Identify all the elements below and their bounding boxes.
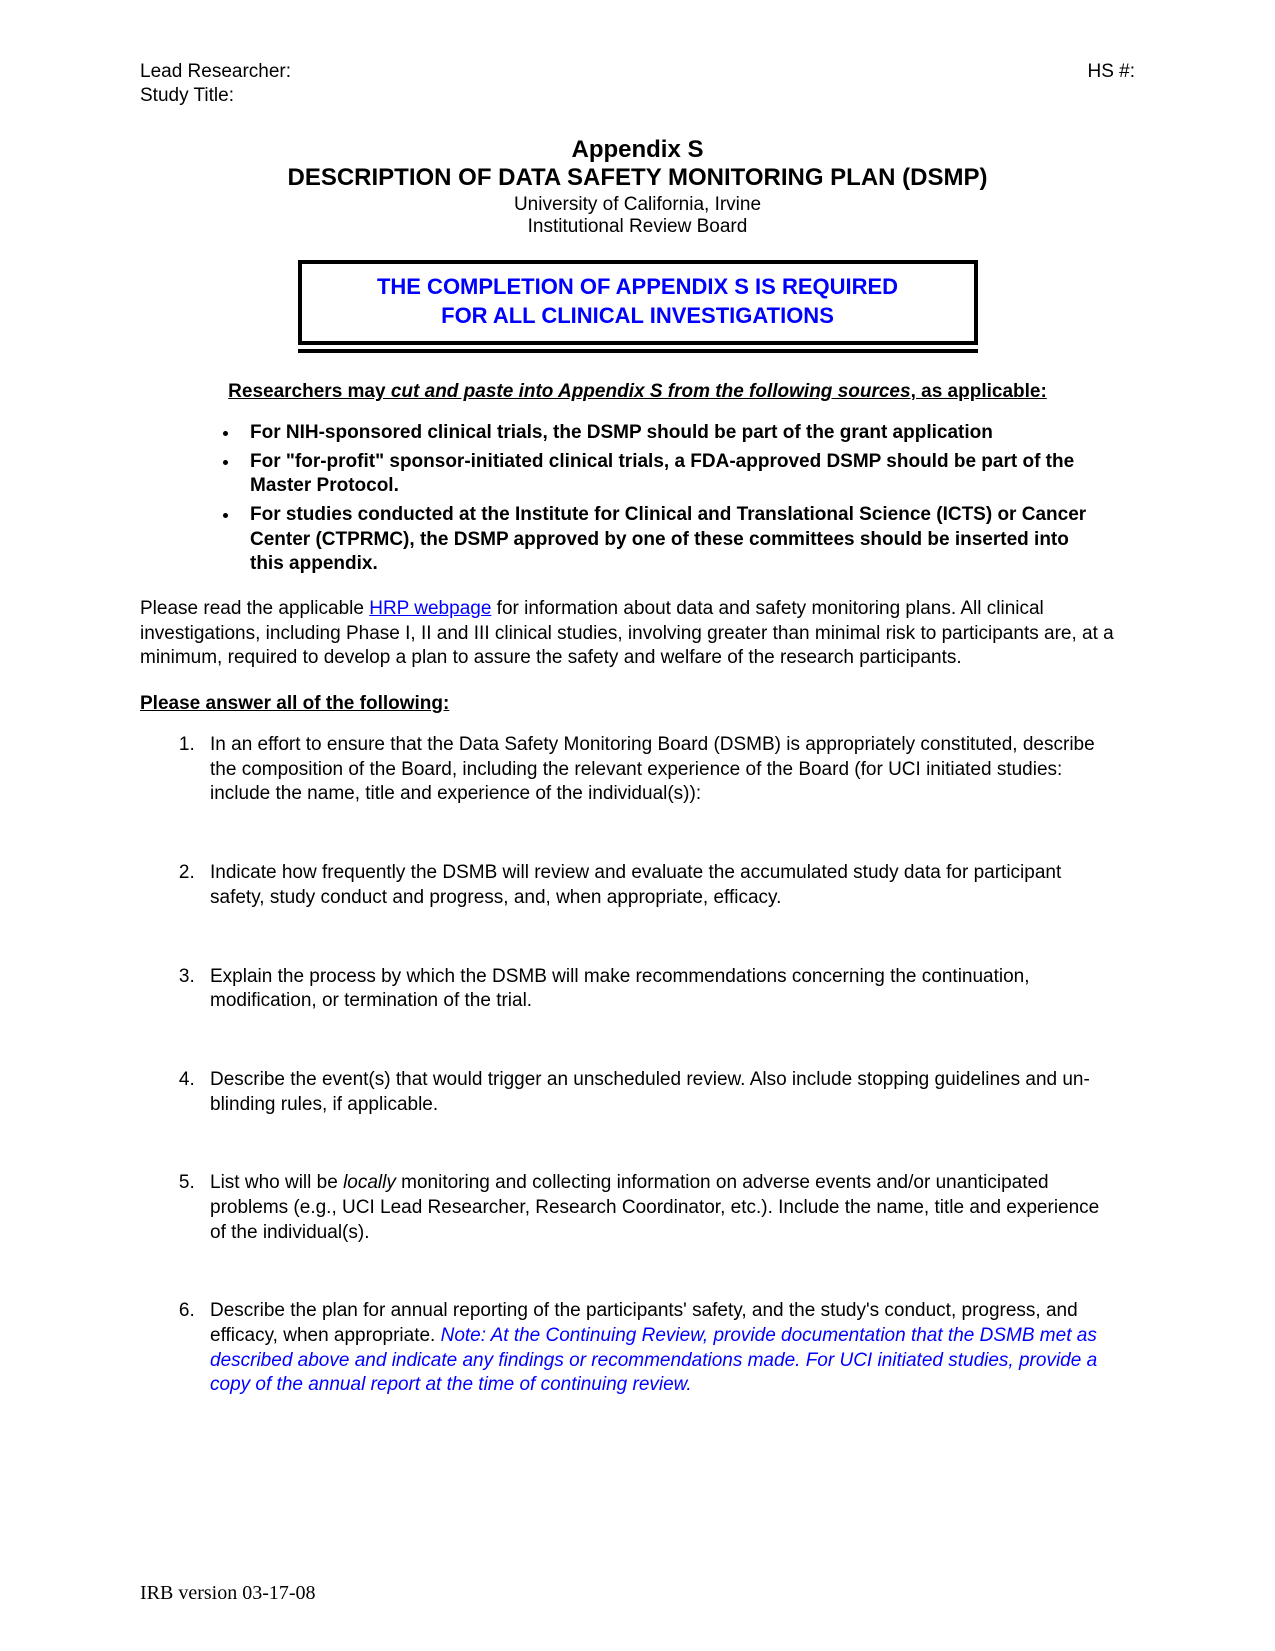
- hrp-webpage-link[interactable]: HRP webpage: [369, 598, 491, 619]
- title-block: Appendix S DESCRIPTION OF DATA SAFETY MO…: [140, 136, 1135, 238]
- footer-version: IRB version 03-17-08: [140, 1582, 316, 1605]
- para-pre: Please read the applicable: [140, 598, 369, 619]
- source-bullet-list: For NIH-sponsored clinical trials, the D…: [140, 421, 1135, 577]
- intro-paragraph: Please read the applicable HRP webpage f…: [140, 597, 1135, 671]
- question-item: In an effort to ensure that the Data Saf…: [200, 733, 1115, 807]
- callout-line2: FOR ALL CLINICAL INVESTIGATIONS: [312, 301, 964, 331]
- q5-italic: locally: [343, 1172, 396, 1193]
- source-bullet: For NIH-sponsored clinical trials, the D…: [240, 421, 1105, 446]
- header-row: Lead Researcher: Study Title: HS #:: [140, 60, 1135, 108]
- header-left: Lead Researcher: Study Title:: [140, 60, 291, 108]
- callout-underline: [298, 349, 978, 353]
- hs-number-label: HS #:: [1087, 60, 1135, 84]
- callout-box: THE COMPLETION OF APPENDIX S IS REQUIRED…: [298, 260, 978, 345]
- question-item: Indicate how frequently the DSMB will re…: [200, 861, 1115, 910]
- lead-researcher-label: Lead Researcher:: [140, 60, 291, 84]
- question-item: List who will be locally monitoring and …: [200, 1171, 1115, 1245]
- question-item: Describe the event(s) that would trigger…: [200, 1068, 1115, 1117]
- study-title-label: Study Title:: [140, 84, 291, 108]
- sources-lead: Researchers may: [228, 381, 391, 402]
- question-list: In an effort to ensure that the Data Saf…: [140, 733, 1135, 1398]
- source-bullet: For studies conducted at the Institute f…: [240, 503, 1105, 577]
- appendix-title: Appendix S: [140, 136, 1135, 164]
- irb-line: Institutional Review Board: [140, 216, 1135, 238]
- callout-line1: THE COMPLETION OF APPENDIX S IS REQUIRED: [312, 272, 964, 302]
- sources-italic: cut and paste into Appendix S from the f…: [391, 381, 911, 402]
- page: Lead Researcher: Study Title: HS #: Appe…: [0, 0, 1275, 1651]
- answer-all-heading: Please answer all of the following:: [140, 693, 1135, 715]
- header-right: HS #:: [1087, 60, 1135, 108]
- q5-pre: List who will be: [210, 1172, 343, 1193]
- source-bullet: For "for-profit" sponsor-initiated clini…: [240, 450, 1105, 499]
- question-item: Describe the plan for annual reporting o…: [200, 1299, 1115, 1398]
- university-line: University of California, Irvine: [140, 194, 1135, 216]
- sources-tail: , as applicable:: [911, 381, 1047, 402]
- answer-all-text: Please answer all of the following:: [140, 693, 449, 714]
- sources-intro: Researchers may cut and paste into Appen…: [140, 381, 1135, 403]
- question-item: Explain the process by which the DSMB wi…: [200, 965, 1115, 1014]
- callout: THE COMPLETION OF APPENDIX S IS REQUIRED…: [298, 260, 978, 353]
- document-title: DESCRIPTION OF DATA SAFETY MONITORING PL…: [140, 164, 1135, 192]
